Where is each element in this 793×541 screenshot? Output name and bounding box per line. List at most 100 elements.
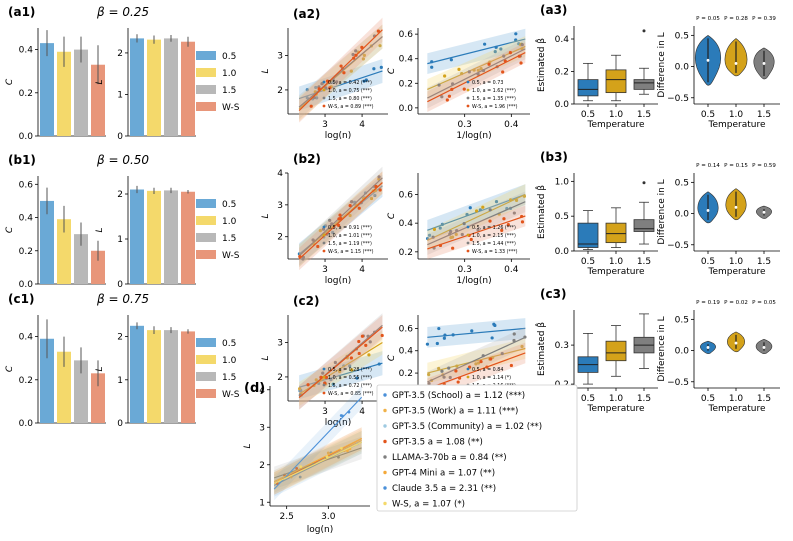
data-point <box>493 323 497 328</box>
box-xtick-label: 1.5 <box>637 110 651 120</box>
ylabel: Estimated β̂ <box>534 322 547 376</box>
bar-L-ytick-label: 0 <box>117 280 123 290</box>
data-point <box>520 43 524 47</box>
data-point <box>311 238 315 242</box>
legend-label: W-S <box>222 390 240 400</box>
data-point <box>493 50 497 54</box>
scatter-C-ytick-label: 0.6 <box>399 191 414 201</box>
data-point <box>476 228 480 232</box>
data-point <box>447 94 451 98</box>
data-point <box>352 56 356 60</box>
bar-c1-L-1 <box>147 330 161 423</box>
data-point <box>476 68 480 72</box>
legend-marker <box>466 80 470 84</box>
data-point <box>321 227 326 231</box>
data-point <box>506 223 510 227</box>
ylabel: C <box>387 212 397 219</box>
fit-line <box>427 48 526 99</box>
fit-line <box>273 441 362 484</box>
data-point <box>522 194 526 198</box>
legend-label: 0.5, a = 0.91 (***) <box>328 225 372 231</box>
data-point <box>298 387 302 391</box>
data-point <box>449 230 453 234</box>
legend-marker <box>383 439 387 444</box>
scatter-L-ytick-label: 2 <box>277 233 283 243</box>
data-point <box>488 208 492 212</box>
data-point <box>479 359 483 364</box>
violin-xtick-label: 1.0 <box>729 394 744 404</box>
legend-swatch <box>196 51 216 60</box>
data-point <box>354 49 358 53</box>
bar-b1-L-3 <box>181 191 195 284</box>
data-point <box>347 410 351 414</box>
box-ytick-label: 0.0 <box>555 247 570 257</box>
box <box>577 79 599 97</box>
data-point <box>316 244 320 249</box>
fit-line <box>298 29 383 111</box>
bar-ylabel-L: L <box>95 79 105 84</box>
data-point <box>360 334 365 338</box>
fit-line <box>427 38 526 65</box>
data-point <box>306 383 310 387</box>
legend-label: 1.5 <box>222 234 236 244</box>
data-point <box>339 446 343 450</box>
panel-label: (c3) <box>540 287 566 301</box>
box <box>605 69 627 94</box>
scatter-C-ytick-label: 0.6 <box>399 30 414 40</box>
beta-label: β = 0.75 <box>96 292 149 306</box>
bar-C-ytick-label: 0.2 <box>19 376 33 386</box>
bar-b1-L-0 <box>130 189 144 284</box>
scatter-C-xtick-label: 0.3 <box>458 120 472 130</box>
legend-label: 1.0, a = 0.75 (***) <box>328 88 372 94</box>
xlabel: log(n) <box>325 418 351 428</box>
data-point <box>379 65 383 69</box>
fit-line <box>273 396 363 490</box>
ylabel: Estimated β̂ <box>534 38 547 92</box>
scatter-panel-a2: (a2) 2 3 3 4 log(n) L 0.5, a = 0.42 (***) 1.0, a… <box>261 7 530 141</box>
legend-label: 0.5, a = 0.42 (***) <box>328 80 372 86</box>
data-point <box>512 211 516 215</box>
fit-line <box>427 352 526 390</box>
legend-marker <box>466 96 470 100</box>
d-ytick-label: 1 <box>259 498 265 508</box>
fit-line <box>427 347 526 374</box>
legend-marker <box>322 249 326 253</box>
data-point <box>517 54 521 58</box>
legend-marker <box>322 391 326 395</box>
data-point <box>357 206 361 210</box>
box-ytick-label: 0.4 <box>555 35 570 45</box>
violin-median <box>706 209 710 212</box>
scatter-C-ytick-label: 0.4 <box>399 219 414 229</box>
data-point <box>475 209 479 213</box>
legend-marker <box>466 367 470 371</box>
fit-line <box>298 70 383 100</box>
data-point <box>427 372 431 377</box>
d-xtick-label: 3.0 <box>321 512 336 522</box>
p-value: P = 0.14 <box>696 163 720 169</box>
data-point <box>430 65 434 69</box>
legend-marker <box>466 375 470 379</box>
data-point <box>315 96 319 100</box>
data-point <box>476 361 481 365</box>
fit-line <box>298 326 383 399</box>
bar-c1-C-2 <box>74 360 88 423</box>
bar-C-ytick-label: 0.2 <box>19 247 33 257</box>
fit-line <box>427 336 526 383</box>
data-point <box>512 332 516 336</box>
bar-ylabel-C: C <box>5 78 15 85</box>
bar-L-ytick-label: 1 <box>117 90 123 100</box>
data-point <box>309 104 313 108</box>
legend-marker <box>322 96 326 100</box>
legend-marker <box>383 501 387 506</box>
panel-d: (d) 1 2 3 4 2.5 3.0 log(n) L GPT-3.5 (School) a =… <box>243 381 578 535</box>
box-xtick-label: 1.0 <box>609 110 624 120</box>
data-point <box>364 78 368 82</box>
scatter-L-ytick-label: 2 <box>277 373 283 383</box>
violin-median <box>762 62 766 65</box>
data-point <box>314 85 318 90</box>
data-point <box>449 58 453 62</box>
data-point <box>481 68 486 73</box>
bar-L-ytick-label: 0 <box>117 419 123 429</box>
legend-marker <box>322 375 326 379</box>
data-point <box>474 362 478 366</box>
